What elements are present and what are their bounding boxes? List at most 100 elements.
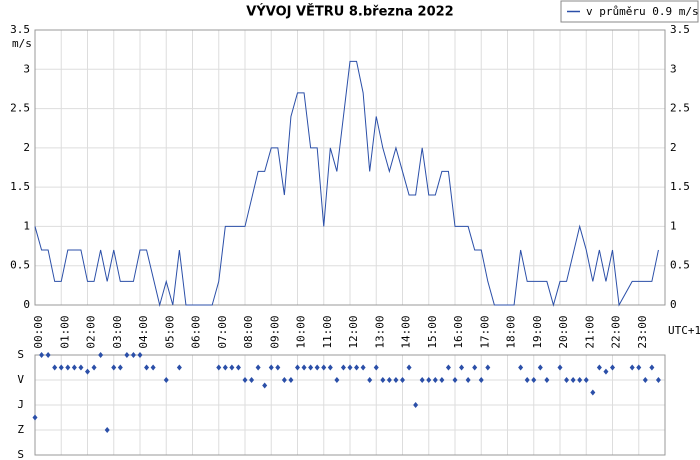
y-tick-label-right: 3.5 bbox=[670, 23, 690, 36]
direction-point bbox=[485, 364, 491, 371]
direction-point bbox=[472, 364, 478, 371]
direction-point bbox=[432, 377, 438, 383]
y-tick-label: 0.5 bbox=[10, 259, 30, 272]
direction-point bbox=[577, 377, 583, 383]
x-tick-label: 10:00 bbox=[295, 315, 308, 348]
x-tick-label: 05:00 bbox=[163, 315, 176, 348]
direction-point bbox=[58, 364, 64, 371]
direction-point bbox=[98, 352, 104, 358]
direction-point bbox=[327, 364, 333, 371]
x-tick-label: 22:00 bbox=[610, 315, 623, 348]
chart-title: VÝVOJ VĚTRU 8.března 2022 bbox=[246, 4, 453, 20]
y-tick-label: S bbox=[17, 448, 24, 460]
direction-point bbox=[655, 377, 661, 383]
direction-point bbox=[314, 364, 320, 371]
x-tick-label: 04:00 bbox=[137, 315, 150, 348]
direction-point bbox=[452, 377, 458, 383]
direction-point bbox=[281, 377, 287, 383]
y-tick-label: 1.5 bbox=[10, 180, 30, 193]
direction-point bbox=[347, 364, 353, 371]
direction-point bbox=[603, 368, 609, 375]
direction-point bbox=[144, 364, 150, 371]
y-tick-label: 2 bbox=[23, 141, 30, 154]
y-tick-label: 1 bbox=[23, 219, 30, 232]
legend-box bbox=[560, 0, 699, 23]
wind-line bbox=[34, 60, 659, 307]
y-tick-label-right: 1 bbox=[670, 219, 677, 232]
direction-point bbox=[163, 377, 169, 383]
direction-point bbox=[413, 402, 419, 408]
direction-point bbox=[610, 364, 615, 371]
direction-point bbox=[380, 377, 386, 383]
direction-point bbox=[85, 368, 90, 375]
y-unit: m/s bbox=[12, 37, 32, 50]
x-tick-label: 21:00 bbox=[583, 315, 596, 348]
direction-point bbox=[71, 364, 77, 371]
direction-point bbox=[544, 377, 550, 383]
direction-point bbox=[104, 427, 110, 433]
direction-point bbox=[386, 377, 392, 383]
direction-point bbox=[308, 364, 314, 371]
direction-point bbox=[465, 377, 471, 383]
x-tick-label: 18:00 bbox=[505, 315, 518, 348]
direction-point bbox=[321, 364, 327, 371]
direction-point bbox=[629, 364, 635, 371]
direction-point bbox=[124, 352, 130, 358]
direction-point bbox=[130, 352, 136, 358]
direction-point bbox=[406, 364, 412, 371]
x-tick-label: 01:00 bbox=[58, 315, 71, 348]
x-tick-label: 08:00 bbox=[242, 315, 255, 348]
plot-frame bbox=[34, 354, 666, 456]
direction-point bbox=[45, 352, 51, 358]
direction-point bbox=[419, 377, 425, 383]
y-tick-label: J bbox=[17, 398, 24, 411]
direction-point bbox=[642, 377, 648, 383]
y-tick-label: 3.5 bbox=[10, 23, 30, 36]
y-tick-label: Z bbox=[17, 423, 24, 436]
direction-point bbox=[524, 377, 530, 383]
x-tick-label: 13:00 bbox=[373, 315, 386, 348]
direction-point bbox=[78, 364, 84, 371]
direction-point bbox=[426, 377, 432, 383]
direction-point bbox=[301, 364, 307, 371]
x-tick-label: 23:00 bbox=[636, 315, 649, 348]
direction-point bbox=[242, 377, 248, 383]
direction-point bbox=[360, 364, 366, 371]
x-tick-label: 02:00 bbox=[85, 315, 98, 348]
direction-point bbox=[583, 377, 589, 383]
x-tick-label: 15:00 bbox=[426, 315, 439, 348]
direction-point bbox=[557, 364, 563, 371]
y-tick-label-right: 2.5 bbox=[670, 102, 690, 115]
direction-point bbox=[373, 364, 379, 371]
x-tick-label: 11:00 bbox=[321, 315, 334, 348]
direction-point bbox=[275, 364, 281, 371]
y-tick-label-right: 0 bbox=[670, 298, 677, 311]
y-tick-label: V bbox=[17, 373, 24, 386]
direction-point bbox=[400, 377, 405, 383]
direction-point bbox=[150, 364, 156, 371]
x-tick-label: 09:00 bbox=[268, 315, 281, 348]
direction-point bbox=[459, 364, 465, 371]
x-tick-label: 00:00 bbox=[32, 315, 45, 348]
direction-point bbox=[649, 364, 655, 371]
direction-point bbox=[354, 364, 360, 371]
direction-point bbox=[537, 364, 543, 371]
x-tick-label: 17:00 bbox=[478, 315, 491, 348]
direction-point bbox=[262, 382, 268, 389]
direction-point bbox=[295, 364, 300, 371]
x-tick-label: 20:00 bbox=[557, 315, 570, 348]
x-tick-label: 16:00 bbox=[452, 315, 465, 348]
direction-point bbox=[590, 389, 596, 396]
x-tick-label: 07:00 bbox=[216, 315, 229, 348]
plot-frame bbox=[34, 29, 666, 306]
direction-point bbox=[636, 364, 642, 371]
x-tick-label: 12:00 bbox=[347, 315, 360, 348]
direction-point bbox=[117, 364, 123, 371]
direction-point bbox=[249, 377, 255, 383]
direction-point bbox=[334, 377, 340, 383]
direction-point bbox=[52, 364, 58, 371]
direction-point bbox=[439, 377, 445, 383]
y-tick-label-right: 3 bbox=[670, 62, 677, 75]
x-tick-label: 06:00 bbox=[190, 315, 203, 348]
x-label: UTC+1 bbox=[668, 324, 700, 337]
